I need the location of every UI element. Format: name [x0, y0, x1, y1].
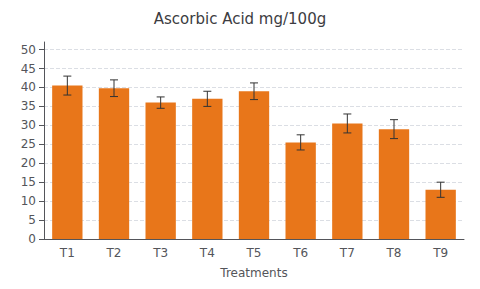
- svg-text:5: 5: [28, 213, 36, 227]
- svg-text:Ascorbic Acid mg/100g: Ascorbic Acid mg/100g: [154, 10, 326, 28]
- svg-text:20: 20: [21, 156, 36, 170]
- svg-text:T2: T2: [106, 246, 122, 260]
- svg-text:40: 40: [21, 80, 36, 94]
- svg-text:T3: T3: [152, 246, 168, 260]
- svg-text:T6: T6: [292, 246, 308, 260]
- svg-text:45: 45: [21, 62, 36, 76]
- svg-text:T8: T8: [386, 246, 402, 260]
- svg-text:T4: T4: [199, 246, 215, 260]
- svg-text:35: 35: [21, 99, 36, 113]
- svg-text:Treatments: Treatments: [219, 266, 287, 280]
- svg-text:T5: T5: [246, 246, 262, 260]
- svg-text:T9: T9: [432, 246, 448, 260]
- svg-text:15: 15: [21, 175, 36, 189]
- svg-text:10: 10: [21, 194, 36, 208]
- svg-text:30: 30: [21, 118, 36, 132]
- svg-text:T1: T1: [59, 246, 75, 260]
- svg-text:0: 0: [28, 232, 36, 246]
- svg-text:50: 50: [21, 43, 36, 57]
- svg-text:25: 25: [21, 137, 36, 151]
- svg-text:T7: T7: [339, 246, 355, 260]
